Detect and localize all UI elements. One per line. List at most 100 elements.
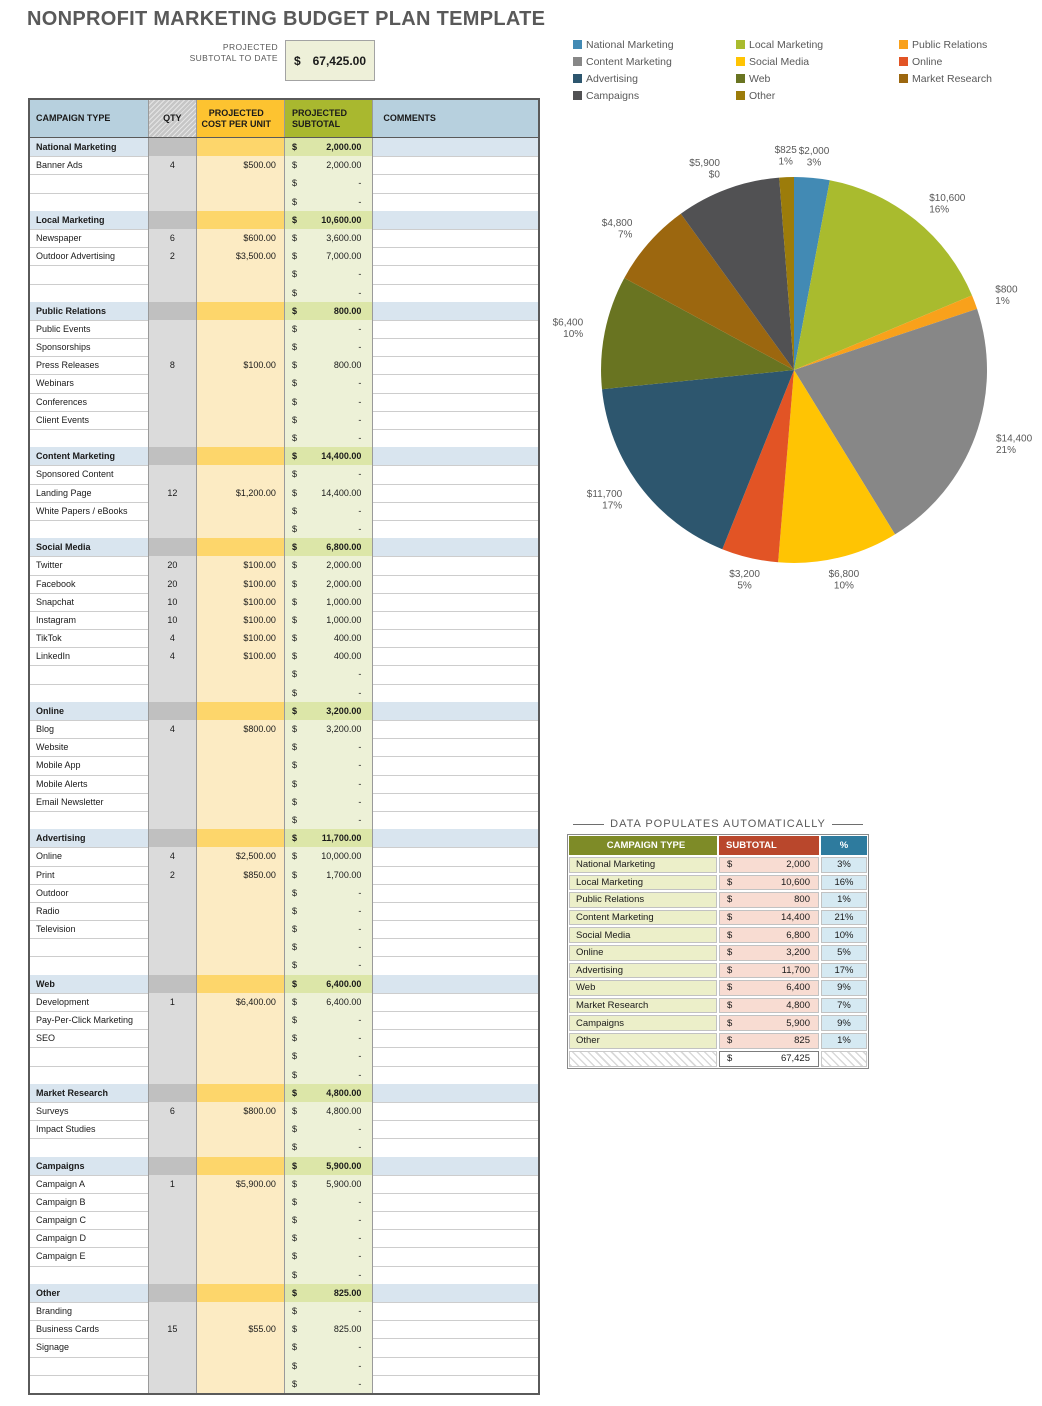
item-subtotal-cell[interactable]: $ - <box>284 665 374 684</box>
item-subtotal-cell[interactable]: $ - <box>284 410 374 429</box>
section-cost-cell[interactable] <box>196 701 285 720</box>
item-cost-cell[interactable] <box>196 1374 285 1393</box>
item-name-cell[interactable]: Banner Ads <box>30 156 150 175</box>
item-comments-cell[interactable] <box>373 1229 538 1247</box>
item-subtotal-cell[interactable]: $ - <box>284 810 374 830</box>
item-cost-cell[interactable] <box>196 465 285 484</box>
item-qty-cell[interactable]: 1 <box>149 992 197 1011</box>
item-cost-cell[interactable]: $55.00 <box>196 1320 285 1339</box>
item-subtotal-cell[interactable]: $14,400.00 <box>284 483 374 502</box>
section-qty-cell[interactable] <box>149 1156 197 1175</box>
section-comments-cell[interactable] <box>373 210 538 229</box>
item-qty-cell[interactable] <box>149 1302 197 1321</box>
item-subtotal-cell[interactable]: $ - <box>284 792 374 811</box>
item-qty-cell[interactable]: 15 <box>149 1320 197 1339</box>
item-comments-cell[interactable] <box>373 520 538 538</box>
item-cost-cell[interactable] <box>196 810 285 830</box>
item-name-cell[interactable] <box>30 192 150 211</box>
item-comments-cell[interactable] <box>373 593 538 611</box>
item-qty-cell[interactable]: 4 <box>149 647 197 666</box>
item-cost-cell[interactable] <box>196 774 285 793</box>
section-subtotal-cell[interactable]: $10,600.00 <box>284 210 374 229</box>
section-subtotal-cell[interactable]: $800.00 <box>284 301 374 320</box>
item-name-cell[interactable]: Client Events <box>30 410 150 429</box>
item-comments-cell[interactable] <box>373 465 538 483</box>
item-subtotal-cell[interactable]: $3,600.00 <box>284 228 374 248</box>
section-comments-cell[interactable] <box>373 138 538 157</box>
item-cost-cell[interactable] <box>196 319 285 339</box>
item-qty-cell[interactable]: 12 <box>149 483 197 502</box>
item-qty-cell[interactable] <box>149 1192 197 1212</box>
item-comments-cell[interactable] <box>373 993 538 1011</box>
item-subtotal-cell[interactable]: $800.00 <box>284 356 374 375</box>
item-qty-cell[interactable]: 1 <box>149 1174 197 1193</box>
item-name-cell[interactable] <box>30 665 150 684</box>
item-name-cell[interactable] <box>30 174 150 193</box>
section-qty-cell[interactable] <box>149 301 197 320</box>
item-cost-cell[interactable] <box>196 1065 285 1084</box>
item-name-cell[interactable]: Outdoor Advertising <box>30 247 150 266</box>
item-subtotal-cell[interactable]: $ - <box>284 938 374 957</box>
item-comments-cell[interactable] <box>373 1102 538 1120</box>
item-name-cell[interactable]: Campaign B <box>30 1192 150 1212</box>
section-qty-cell[interactable] <box>149 1283 197 1302</box>
section-subtotal-cell[interactable]: $14,400.00 <box>284 447 374 466</box>
item-qty-cell[interactable] <box>149 1247 197 1266</box>
item-comments-cell[interactable] <box>373 1138 538 1156</box>
item-comments-cell[interactable] <box>373 174 538 192</box>
item-cost-cell[interactable]: $100.00 <box>196 610 285 630</box>
item-cost-cell[interactable] <box>196 883 285 902</box>
item-name-cell[interactable]: Online <box>30 847 150 866</box>
item-cost-cell[interactable] <box>196 956 285 975</box>
section-name-cell[interactable]: Web <box>30 974 150 993</box>
item-comments-cell[interactable] <box>373 884 538 902</box>
item-subtotal-cell[interactable]: $ - <box>284 1247 374 1266</box>
item-cost-cell[interactable]: $5,900.00 <box>196 1174 285 1193</box>
item-qty-cell[interactable] <box>149 338 197 357</box>
section-cost-cell[interactable] <box>196 301 285 320</box>
item-comments-cell[interactable] <box>373 374 538 392</box>
item-comments-cell[interactable] <box>373 1357 538 1375</box>
item-comments-cell[interactable] <box>373 738 538 756</box>
item-subtotal-cell[interactable]: $10,000.00 <box>284 847 374 866</box>
item-qty-cell[interactable] <box>149 1265 197 1284</box>
item-name-cell[interactable]: Press Releases <box>30 356 150 375</box>
item-name-cell[interactable] <box>30 429 150 448</box>
section-qty-cell[interactable] <box>149 701 197 720</box>
item-cost-cell[interactable]: $2,500.00 <box>196 847 285 866</box>
item-comments-cell[interactable] <box>373 265 538 283</box>
item-subtotal-cell[interactable]: $ - <box>284 1120 374 1139</box>
item-name-cell[interactable]: Mobile Alerts <box>30 774 150 793</box>
item-subtotal-cell[interactable]: $2,000.00 <box>284 556 374 575</box>
item-qty-cell[interactable] <box>149 319 197 339</box>
item-name-cell[interactable] <box>30 519 150 539</box>
section-cost-cell[interactable] <box>196 974 285 993</box>
item-subtotal-cell[interactable]: $ - <box>284 756 374 775</box>
item-subtotal-cell[interactable]: $ - <box>284 1229 374 1248</box>
item-qty-cell[interactable] <box>149 501 197 520</box>
item-comments-cell[interactable] <box>373 1338 538 1356</box>
section-qty-cell[interactable] <box>149 138 197 157</box>
item-name-cell[interactable] <box>30 1374 150 1393</box>
item-name-cell[interactable]: Campaign A <box>30 1174 150 1193</box>
item-cost-cell[interactable] <box>196 1265 285 1284</box>
item-subtotal-cell[interactable]: $ - <box>284 1374 374 1393</box>
section-cost-cell[interactable] <box>196 138 285 157</box>
item-cost-cell[interactable] <box>196 1011 285 1030</box>
section-cost-cell[interactable] <box>196 1083 285 1102</box>
item-cost-cell[interactable]: $1,200.00 <box>196 483 285 502</box>
item-qty-cell[interactable]: 6 <box>149 1101 197 1121</box>
item-comments-cell[interactable] <box>373 866 538 884</box>
item-name-cell[interactable] <box>30 938 150 957</box>
item-comments-cell[interactable] <box>373 411 538 429</box>
item-subtotal-cell[interactable]: $ - <box>284 774 374 793</box>
item-cost-cell[interactable]: $800.00 <box>196 1101 285 1121</box>
item-cost-cell[interactable] <box>196 738 285 757</box>
item-subtotal-cell[interactable]: $3,200.00 <box>284 720 374 739</box>
item-cost-cell[interactable]: $500.00 <box>196 156 285 175</box>
item-comments-cell[interactable] <box>373 811 538 829</box>
item-name-cell[interactable]: Television <box>30 920 150 939</box>
item-name-cell[interactable] <box>30 1138 150 1157</box>
section-qty-cell[interactable] <box>149 538 197 557</box>
item-name-cell[interactable]: Conferences <box>30 392 150 411</box>
